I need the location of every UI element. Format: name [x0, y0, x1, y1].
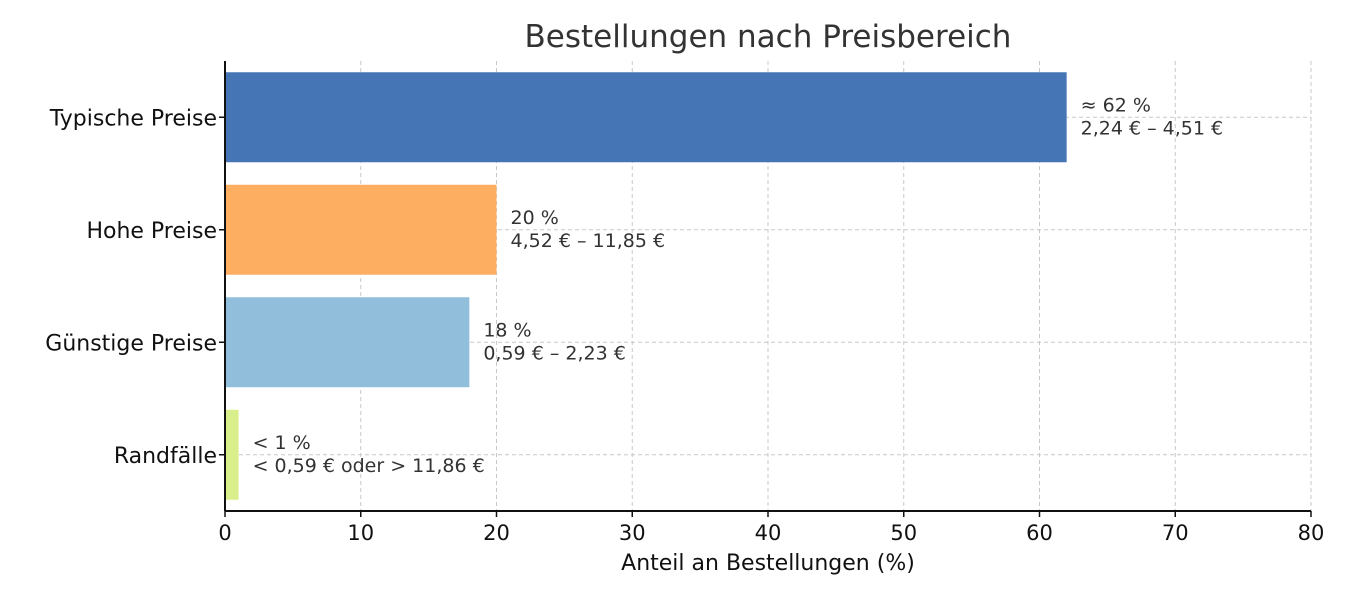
data-label-share: ≈ 62 % — [1081, 94, 1151, 116]
x-tick-label: 0 — [218, 521, 231, 545]
bar — [225, 184, 497, 275]
data-label-range: 2,24 € – 4,51 € — [1081, 117, 1223, 139]
labels-layer: ≈ 62 %2,24 € – 4,51 € 20 %4,52 € – 11,85 … — [253, 94, 1224, 477]
x-axis-label: Anteil an Bestellungen (%) — [621, 551, 915, 576]
data-label-share: 20 % — [511, 207, 559, 229]
data-label-share: < 1 % — [253, 432, 311, 454]
y-tick-label: Hohe Preise — [86, 219, 217, 244]
data-label-range: 0,59 € – 2,23 € — [483, 342, 625, 364]
x-tick-label: 70 — [1162, 521, 1189, 545]
data-label-share: 18 % — [483, 319, 531, 341]
chart-title: Bestellungen nach Preisbereich — [525, 19, 1012, 55]
y-tick-label: Günstige Preise — [45, 331, 217, 356]
x-tick-label: 60 — [1026, 521, 1053, 545]
bar — [225, 72, 1067, 163]
y-tick-label: Typische Preise — [49, 106, 217, 131]
x-tick-label: 10 — [347, 521, 374, 545]
y-tick-label: Randfälle — [114, 444, 217, 469]
bar — [225, 297, 470, 388]
x-tick-label: 20 — [483, 521, 510, 545]
x-tick-label: 40 — [755, 521, 782, 545]
data-label-range: 4,52 € – 11,85 € — [511, 230, 666, 252]
bars-layer — [225, 72, 1067, 500]
x-tick-label: 50 — [890, 521, 917, 545]
x-tick-label: 30 — [619, 521, 646, 545]
data-label-range: < 0,59 € oder > 11,86 € — [253, 455, 485, 477]
axes-layer: 0 10 20 30 40 50 60 70 80 Typische Preise Hohe Pre… — [45, 61, 1324, 545]
bar — [225, 409, 239, 500]
x-tick-label: 80 — [1298, 521, 1325, 545]
